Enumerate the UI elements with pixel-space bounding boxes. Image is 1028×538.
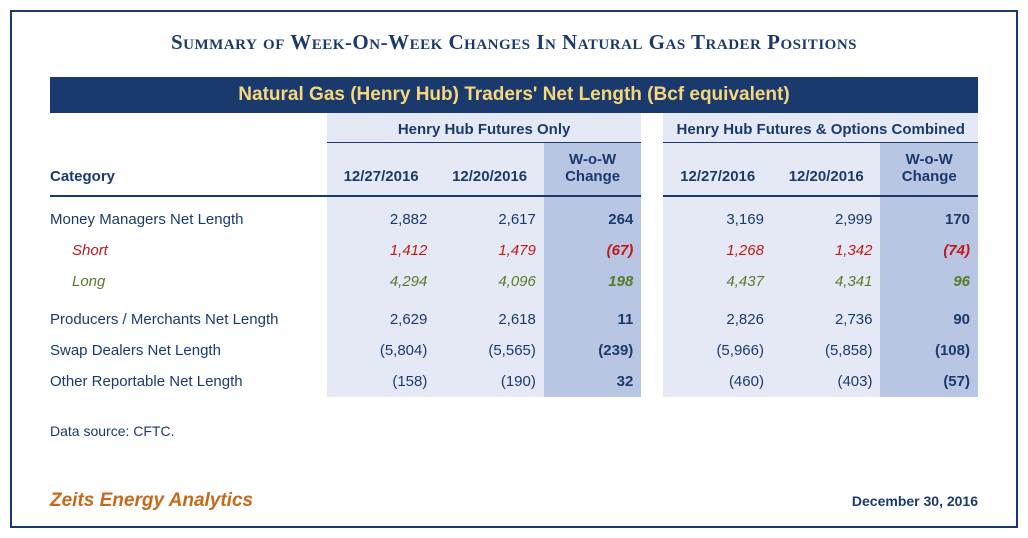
group-header-right: Henry Hub Futures & Options Combined [663, 113, 978, 143]
table-row: Swap Dealers Net Length(5,804)(5,565)(23… [50, 335, 978, 366]
cell-spacer [641, 366, 663, 397]
cell-left-date2: 2,618 [435, 297, 544, 335]
column-header-row: Category 12/27/2016 12/20/2016 W-o-W Cha… [50, 143, 978, 197]
cell-right-wow: (108) [880, 335, 978, 366]
cell-spacer [641, 197, 663, 235]
table-body: Money Managers Net Length2,8822,617264 3,… [50, 197, 978, 397]
table-row: Producers / Merchants Net Length2,6292,6… [50, 297, 978, 335]
cell-right-wow: (74) [880, 235, 978, 266]
col-left-date1: 12/27/2016 [327, 143, 436, 197]
cell-right-wow: 96 [880, 266, 978, 297]
col-category: Category [50, 143, 327, 197]
group-header-row: Henry Hub Futures Only Henry Hub Futures… [50, 113, 978, 143]
cell-right-date1: 4,437 [663, 266, 772, 297]
cell-left-date2: 1,479 [435, 235, 544, 266]
brand-name: Zeits Energy Analytics [50, 490, 253, 512]
cell-left-date1: 1,412 [327, 235, 436, 266]
report-title: Summary of Week-On-Week Changes In Natur… [50, 30, 978, 55]
cell-right-date1: (460) [663, 366, 772, 397]
col-right-date1: 12/27/2016 [663, 143, 772, 197]
cell-category: Producers / Merchants Net Length [50, 297, 327, 335]
report-frame: Summary of Week-On-Week Changes In Natur… [10, 10, 1018, 528]
cell-right-date1: 3,169 [663, 197, 772, 235]
cell-right-date2: (403) [772, 366, 881, 397]
cell-left-date2: (190) [435, 366, 544, 397]
cell-right-wow: (57) [880, 366, 978, 397]
cell-category: Short [50, 235, 327, 266]
cell-right-wow: 170 [880, 197, 978, 235]
cell-right-date1: 2,826 [663, 297, 772, 335]
cell-right-date2: (5,858) [772, 335, 881, 366]
col-right-date2: 12/20/2016 [772, 143, 881, 197]
cell-left-date1: 4,294 [327, 266, 436, 297]
cell-right-date2: 4,341 [772, 266, 881, 297]
group-header-left: Henry Hub Futures Only [327, 113, 641, 143]
cell-category: Swap Dealers Net Length [50, 335, 327, 366]
cell-left-wow: (239) [544, 335, 641, 366]
cell-category: Money Managers Net Length [50, 197, 327, 235]
cell-category: Other Reportable Net Length [50, 366, 327, 397]
cell-left-date1: 2,629 [327, 297, 436, 335]
cell-left-wow: (67) [544, 235, 641, 266]
cell-spacer [641, 335, 663, 366]
cell-left-date1: (5,804) [327, 335, 436, 366]
cell-left-wow: 264 [544, 197, 641, 235]
table-row: Other Reportable Net Length(158)(190)32 (… [50, 366, 978, 397]
cell-spacer [641, 235, 663, 266]
cell-right-date1: (5,966) [663, 335, 772, 366]
table-row: Long4,2944,096198 4,4374,34196 [50, 266, 978, 297]
col-right-wow: W-o-W Change [880, 143, 978, 197]
cell-right-date2: 2,736 [772, 297, 881, 335]
cell-left-date2: (5,565) [435, 335, 544, 366]
cell-right-date2: 2,999 [772, 197, 881, 235]
cell-left-date2: 4,096 [435, 266, 544, 297]
table-banner: Natural Gas (Henry Hub) Traders' Net Len… [50, 77, 978, 113]
positions-table: Henry Hub Futures Only Henry Hub Futures… [50, 113, 978, 397]
cell-spacer [641, 266, 663, 297]
footer: Zeits Energy Analytics December 30, 2016 [50, 490, 978, 512]
cell-right-date1: 1,268 [663, 235, 772, 266]
cell-left-date1: (158) [327, 366, 436, 397]
col-left-wow: W-o-W Change [544, 143, 641, 197]
cell-left-wow: 11 [544, 297, 641, 335]
cell-left-wow: 32 [544, 366, 641, 397]
cell-spacer [641, 297, 663, 335]
cell-right-wow: 90 [880, 297, 978, 335]
cell-left-wow: 198 [544, 266, 641, 297]
col-left-date2: 12/20/2016 [435, 143, 544, 197]
cell-left-date2: 2,617 [435, 197, 544, 235]
cell-right-date2: 1,342 [772, 235, 881, 266]
table-row: Short1,4121,479(67) 1,2681,342(74) [50, 235, 978, 266]
data-source: Data source: CFTC. [50, 423, 978, 439]
cell-left-date1: 2,882 [327, 197, 436, 235]
table-row: Money Managers Net Length2,8822,617264 3,… [50, 197, 978, 235]
cell-category: Long [50, 266, 327, 297]
report-date: December 30, 2016 [852, 493, 978, 509]
